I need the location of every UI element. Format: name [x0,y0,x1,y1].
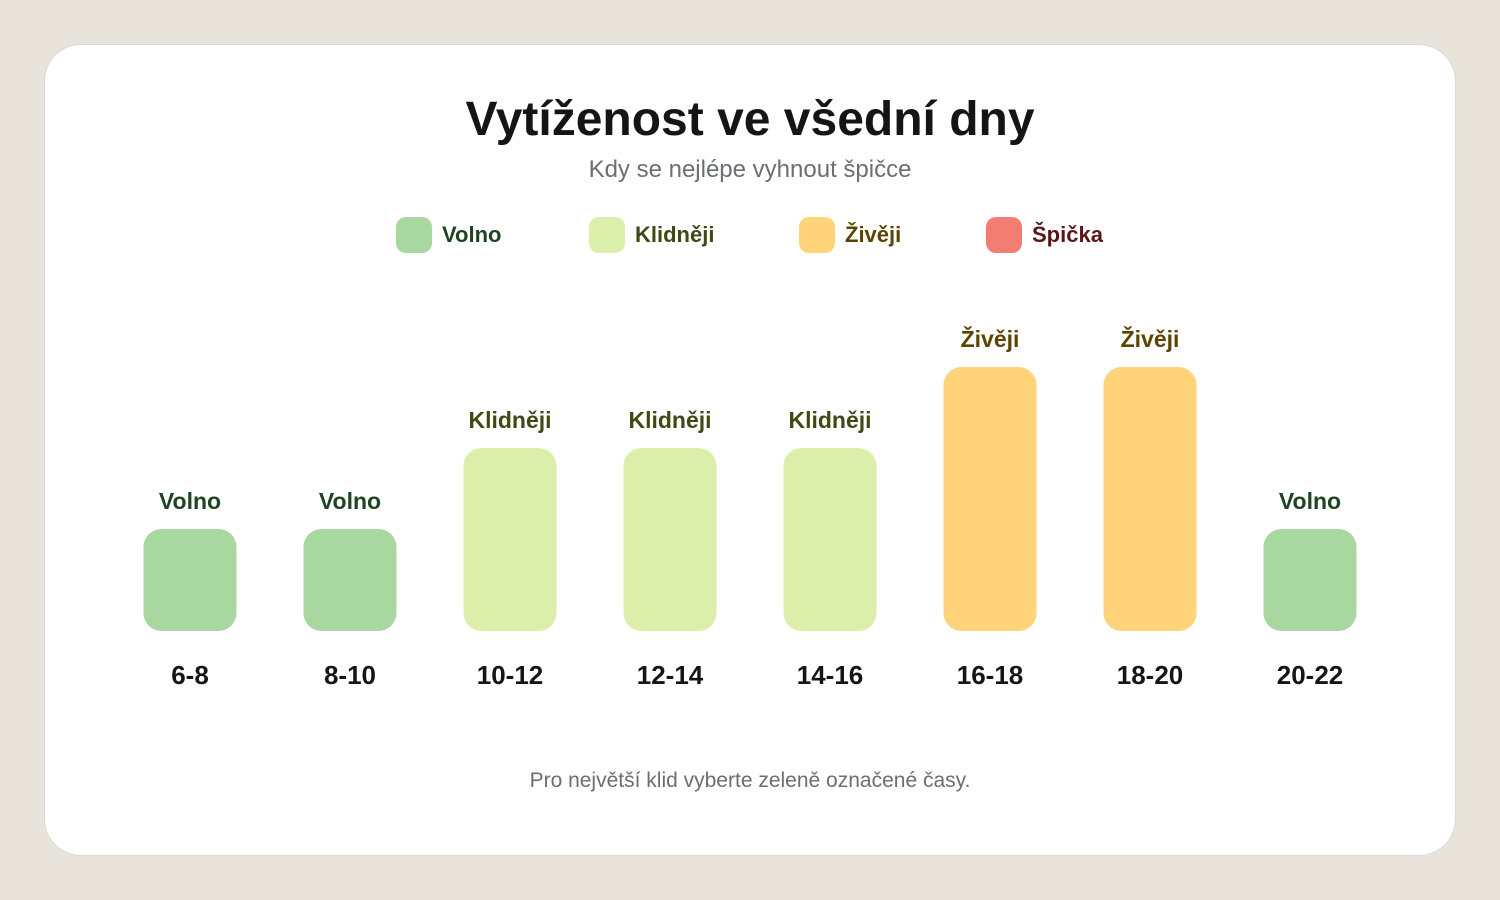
legend-label: Živěji [845,222,902,247]
legend-label: Klidněji [635,222,715,247]
x-tick-label-16-18: 16-18 [957,660,1024,690]
bar-8-10 [303,529,397,631]
legend-label: Volno [442,222,502,247]
bar-label-12-14: Klidněji [628,407,711,433]
x-tick-label-14-16: 14-16 [797,660,864,690]
bar-label-8-10: Volno [319,488,381,514]
chart-subtitle: Kdy se nejlépe vyhnout špičce [588,156,912,183]
bar-10-12 [463,448,557,631]
bar-20-22 [1263,529,1357,631]
bar-12-14 [623,448,717,631]
x-tick-label-20-22: 20-22 [1277,660,1344,690]
chart-card [45,45,1455,855]
x-tick-label-6-8: 6-8 [171,660,209,690]
legend-label: Špička [1032,222,1103,247]
x-tick-label-8-10: 8-10 [324,660,376,690]
bar-14-16 [783,448,877,631]
x-tick-label-12-14: 12-14 [637,660,704,690]
chart-title: Vytíženost ve všední dny [465,93,1035,146]
legend-swatch [589,217,625,253]
bar-label-18-20: Živěji [1121,325,1180,352]
bar-label-20-22: Volno [1279,488,1341,514]
bar-18-20 [1103,367,1197,631]
legend-swatch [396,217,432,253]
legend: Volno Klidněji Živěji Špička [0,216,1500,256]
x-tick-label-18-20: 18-20 [1117,660,1184,690]
x-tick-label-10-12: 10-12 [477,660,544,690]
chart-footnote: Pro největší klid vyberte zeleně označen… [529,769,971,792]
legend-swatch [986,217,1022,253]
legend-swatch [799,217,835,253]
bar-16-18 [943,367,1037,631]
bar-label-6-8: Volno [159,488,221,514]
bar-label-16-18: Živěji [961,325,1020,352]
bar-label-14-16: Klidněji [788,407,871,433]
bar-6-8 [143,529,237,631]
bar-label-10-12: Klidněji [468,407,551,433]
